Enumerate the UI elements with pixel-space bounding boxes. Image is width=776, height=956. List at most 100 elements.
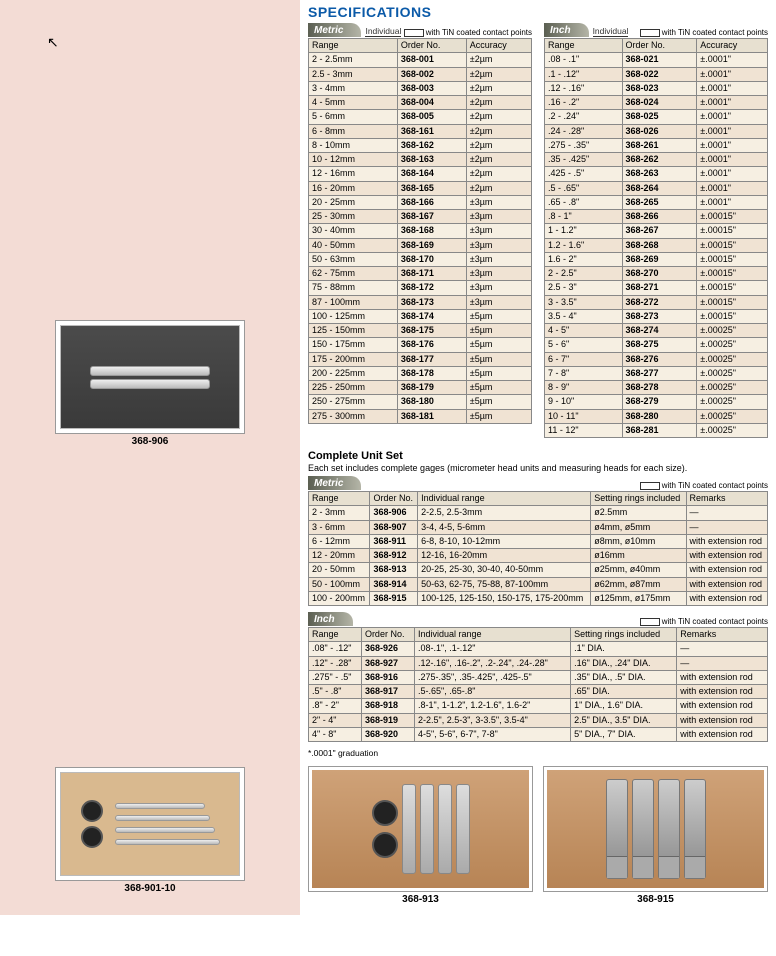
table-row: 12 - 16mm368-164±2µm (309, 167, 532, 181)
table-cell: 6-8, 8-10, 10-12mm (418, 534, 591, 548)
photo-caption-4: 368-915 (543, 894, 768, 905)
table-cell: 10 - 11" (545, 409, 623, 423)
footnote: *.0001" graduation (308, 748, 768, 758)
table-cell: 368-174 (397, 309, 466, 323)
table-cell: — (677, 656, 768, 670)
table-cell: 368-915 (370, 591, 418, 605)
table-cell: 4 - 5" (545, 324, 623, 338)
product-photo-box-1 (55, 320, 245, 434)
table-cell: with extension rod (686, 591, 767, 605)
table-cell: ±5µm (466, 366, 531, 380)
table-row: .12" - .28"368-927.12-.16", .16-.2", .2-… (309, 656, 768, 670)
table-cell: ±2µm (466, 138, 531, 152)
table-row: 30 - 40mm368-168±3µm (309, 224, 532, 238)
table-cell: with extension rod (677, 699, 768, 713)
table-cell: 30 - 40mm (309, 224, 398, 238)
table-row: 100 - 200mm368-915100-125, 125-150, 150-… (309, 591, 768, 605)
table-cell: 7 - 8" (545, 366, 623, 380)
table-cell: ±.00015" (697, 309, 768, 323)
table-row: 2" - 4"368-9192-2.5", 2.5-3", 3-3.5", 3.… (309, 713, 768, 727)
table-cell: ±.0001" (697, 81, 768, 95)
table-cell: ±.00015" (697, 238, 768, 252)
table-cell: ±3µm (466, 281, 531, 295)
table-cell: ±5µm (466, 409, 531, 423)
table-cell: ±.00015" (697, 295, 768, 309)
table-row: 175 - 200mm368-177±5µm (309, 352, 532, 366)
table-row: .8" - 2"368-918.8-1", 1-1.2", 1.2-1.6", … (309, 699, 768, 713)
table-cell: with extension rod (686, 563, 767, 577)
table-row: 100 - 125mm368-174±5µm (309, 309, 532, 323)
table-row: .1 - .12"368-022±.0001" (545, 67, 768, 81)
table-cell: 368-262 (622, 153, 697, 167)
table-cell: ±3µm (466, 238, 531, 252)
table-cell: with extension rod (677, 727, 768, 741)
col-indiv: Individual range (418, 492, 591, 506)
table-cell: 368-920 (361, 727, 414, 741)
unit-sub-individual-2: Individual (593, 26, 629, 37)
table-cell: — (677, 642, 768, 656)
table-cell: 368-926 (361, 642, 414, 656)
product-photo-box-4 (543, 766, 768, 892)
table-cell: 2-2.5, 2.5-3mm (418, 506, 591, 520)
set-table-inch: Range Order No. Individual range Setting… (308, 627, 768, 742)
table-cell: 368-265 (622, 195, 697, 209)
col-order: Order No. (361, 628, 414, 642)
table-cell: 368-173 (397, 295, 466, 309)
table-cell: .08 - .1" (545, 53, 623, 67)
table-cell: 368-180 (397, 395, 466, 409)
table-row: 250 - 275mm368-180±5µm (309, 395, 532, 409)
table-cell: ±.00015" (697, 281, 768, 295)
photo-caption-2: 368-901-10 (124, 883, 175, 894)
table-cell: .275 - .35" (545, 138, 623, 152)
table-cell: 9 - 10" (545, 395, 623, 409)
table-cell: 16 - 20mm (309, 181, 398, 195)
tin-note-4: with TiN coated contact points (640, 617, 768, 626)
table-cell: 5 - 6mm (309, 110, 398, 124)
table-cell: 368-164 (397, 167, 466, 181)
table-cell: ±2µm (466, 67, 531, 81)
table-cell: .65 - .8" (545, 195, 623, 209)
table-cell: 368-275 (622, 338, 697, 352)
col-order: Order No. (397, 39, 466, 53)
table-cell: ø25mm, ø40mm (591, 563, 686, 577)
table-cell: 6 - 8mm (309, 124, 398, 138)
table-cell: 368-927 (361, 656, 414, 670)
table-cell: 1" DIA., 1.6" DIA. (571, 699, 677, 713)
table-cell: 368-003 (397, 81, 466, 95)
table-cell: 368-162 (397, 138, 466, 152)
table-cell: .8-1", 1-1.2", 1.2-1.6", 1.6-2" (414, 699, 570, 713)
table-row: 50 - 63mm368-170±3µm (309, 252, 532, 266)
table-row: 4" - 8"368-9204-5", 5-6", 6-7", 7-8"5" D… (309, 727, 768, 741)
table-row: 5 - 6"368-275±.00025" (545, 338, 768, 352)
table-cell: 2 - 3mm (309, 506, 370, 520)
table-row: 8 - 10mm368-162±2µm (309, 138, 532, 152)
table-cell: .5-.65", .65-.8" (414, 685, 570, 699)
table-cell: ±.00025" (697, 423, 768, 437)
table-cell: ±3µm (466, 210, 531, 224)
col-range: Range (309, 492, 370, 506)
table-cell: — (686, 520, 767, 534)
table-cell: 50 - 100mm (309, 577, 370, 591)
product-photo-1 (60, 325, 240, 429)
table-cell: 50 - 63mm (309, 252, 398, 266)
table-cell: 368-280 (622, 409, 697, 423)
table-cell: 368-277 (622, 366, 697, 380)
table-row: 3.5 - 4"368-273±.00015" (545, 309, 768, 323)
col-rings: Setting rings included (571, 628, 677, 642)
spec-table-metric: Range Order No. Accuracy 2 - 2.5mm368-00… (308, 38, 532, 424)
table-cell: .12 - .16" (545, 81, 623, 95)
table-cell: .425 - .5" (545, 167, 623, 181)
table-cell: 368-269 (622, 252, 697, 266)
table-cell: 100 - 125mm (309, 309, 398, 323)
table-row: 75 - 88mm368-172±3µm (309, 281, 532, 295)
table-cell: 4 - 5mm (309, 96, 398, 110)
table-cell: ø62mm, ø87mm (591, 577, 686, 591)
table-cell: 368-024 (622, 96, 697, 110)
table-cell: .275-.35", .35-.425", .425-.5" (414, 670, 570, 684)
set-tab-inch: Inch (308, 612, 353, 626)
table-cell: .12-.16", .16-.2", .2-.24", .24-.28" (414, 656, 570, 670)
table-cell: ±2µm (466, 181, 531, 195)
table-cell: ±.00015" (697, 224, 768, 238)
table-cell: 368-914 (370, 577, 418, 591)
table-cell: 368-919 (361, 713, 414, 727)
